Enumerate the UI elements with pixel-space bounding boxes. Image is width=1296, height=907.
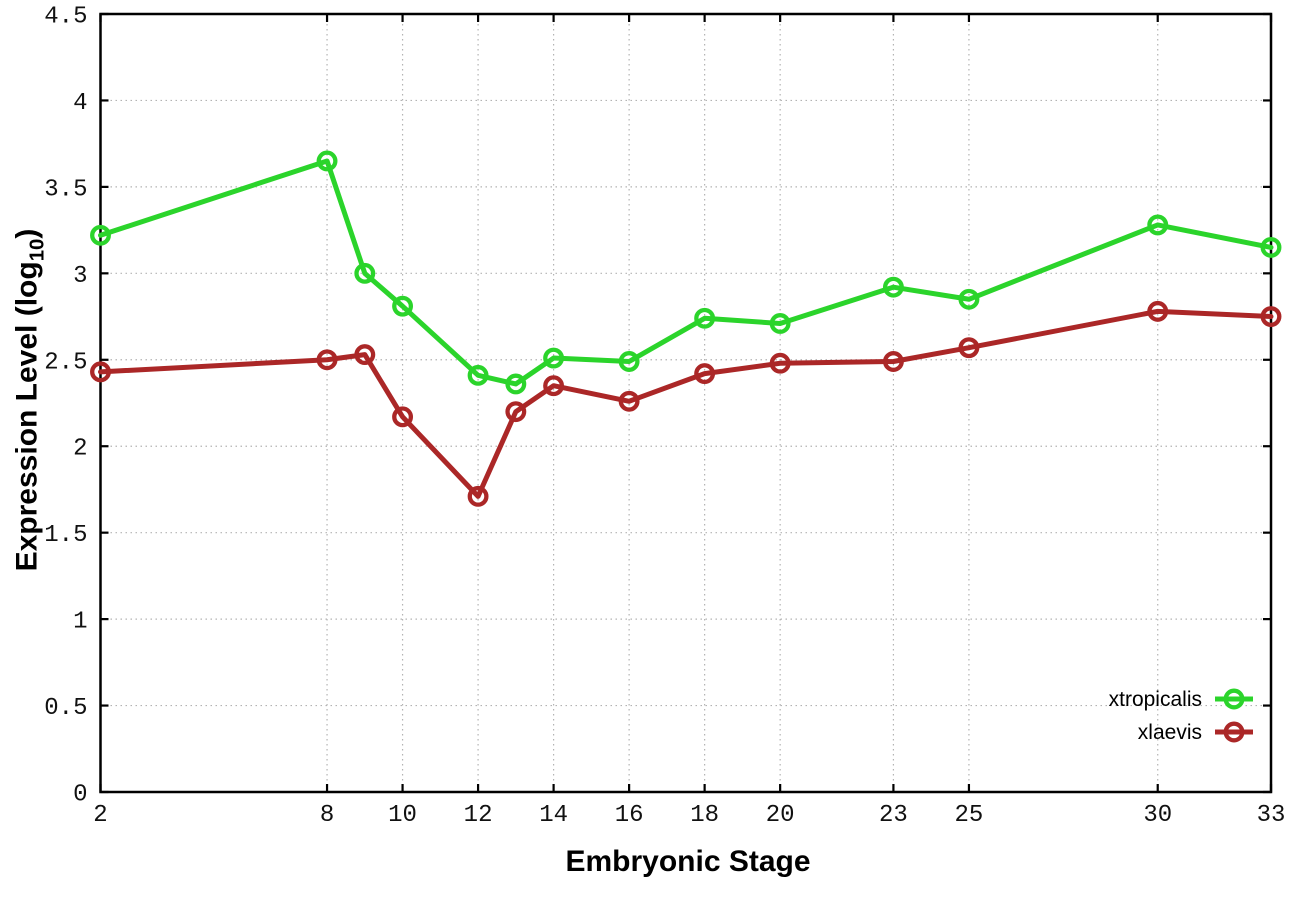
x-tick-label: 2 xyxy=(93,802,107,829)
x-axis-title: Embryonic Stage xyxy=(565,845,811,878)
data-point-xtropicalis xyxy=(769,313,791,334)
data-point-xlaevis xyxy=(958,337,980,359)
data-point-xtropicalis xyxy=(316,150,338,172)
y-axis-title-text: Expression Level (log xyxy=(10,261,44,572)
series-line-xlaevis xyxy=(98,308,1274,499)
data-point-xtropicalis xyxy=(1260,236,1282,258)
data-point-xtropicalis xyxy=(392,295,414,317)
data-point-xlaevis xyxy=(1147,300,1169,322)
x-tick-label: 25 xyxy=(955,802,984,829)
legend: xtropicalis xlaevis xyxy=(1109,683,1254,748)
x-tick-label: 8 xyxy=(320,802,334,829)
x-tick-label: 30 xyxy=(1143,802,1172,829)
data-point-xlaevis xyxy=(90,361,111,383)
y-tick-label: 3.5 xyxy=(44,176,87,203)
data-point-xtropicalis xyxy=(882,276,904,298)
legend-item-xtropicalis: xtropicalis xyxy=(1109,683,1254,715)
data-point-xtropicalis xyxy=(505,373,527,395)
data-point-xlaevis xyxy=(467,485,489,507)
data-point-xlaevis xyxy=(543,375,565,397)
data-point-xlaevis xyxy=(769,352,791,374)
data-point-xtropicalis xyxy=(694,307,716,329)
data-point-xlaevis xyxy=(1260,306,1282,328)
legend-item-xlaevis: xlaevis xyxy=(1138,716,1254,748)
y-tick-label: 4 xyxy=(73,90,87,117)
data-point-xlaevis xyxy=(316,349,338,371)
data-point-xlaevis xyxy=(618,390,640,412)
data-point-xlaevis xyxy=(505,401,527,423)
data-point-xlaevis xyxy=(694,363,716,385)
data-point-xtropicalis xyxy=(958,288,980,310)
legend-label-xlaevis: xlaevis xyxy=(1137,720,1202,744)
data-point-xtropicalis xyxy=(543,347,565,369)
data-point-xlaevis xyxy=(882,351,904,372)
y-tick-label: 2.5 xyxy=(44,349,87,376)
legend-marker-icon-xtropicalis xyxy=(1215,688,1253,710)
y-tick-label: 1 xyxy=(73,609,87,636)
plot-border xyxy=(99,12,1273,794)
data-point-xlaevis xyxy=(354,344,376,366)
x-tick-label: 14 xyxy=(539,802,568,829)
y-axis-title: Expression Level (log10) xyxy=(10,229,49,572)
x-tick-label: 10 xyxy=(388,802,417,829)
y-tick-label: 3 xyxy=(73,263,87,290)
x-tick-label: 23 xyxy=(879,802,908,829)
y-tick-label: 2 xyxy=(73,436,87,463)
legend-marker-icon-xlaevis xyxy=(1215,721,1253,743)
x-tick-label: 18 xyxy=(690,802,719,829)
x-tick-label: 20 xyxy=(766,802,795,829)
x-tick-label: 16 xyxy=(615,802,644,829)
y-axis-title-subscript: 10 xyxy=(26,238,49,262)
data-point-xtropicalis xyxy=(90,224,111,246)
series-line-xtropicalis xyxy=(98,158,1274,387)
data-point-xtropicalis xyxy=(354,262,376,284)
data-point-xtropicalis xyxy=(1147,214,1169,236)
y-axis-title-suffix: ) xyxy=(10,228,44,239)
y-tick-label: 4.5 xyxy=(44,4,87,31)
data-point-xtropicalis xyxy=(618,351,640,372)
x-tick-label: 33 xyxy=(1257,802,1286,829)
legend-label-xtropicalis: xtropicalis xyxy=(1108,687,1202,711)
y-tick-label: 0 xyxy=(73,782,87,809)
data-point-xlaevis xyxy=(392,406,414,428)
x-tick-label: 12 xyxy=(464,802,493,829)
data-point-xtropicalis xyxy=(467,364,489,386)
y-tick-label: 1.5 xyxy=(44,522,87,549)
y-tick-label: 0.5 xyxy=(44,695,87,722)
